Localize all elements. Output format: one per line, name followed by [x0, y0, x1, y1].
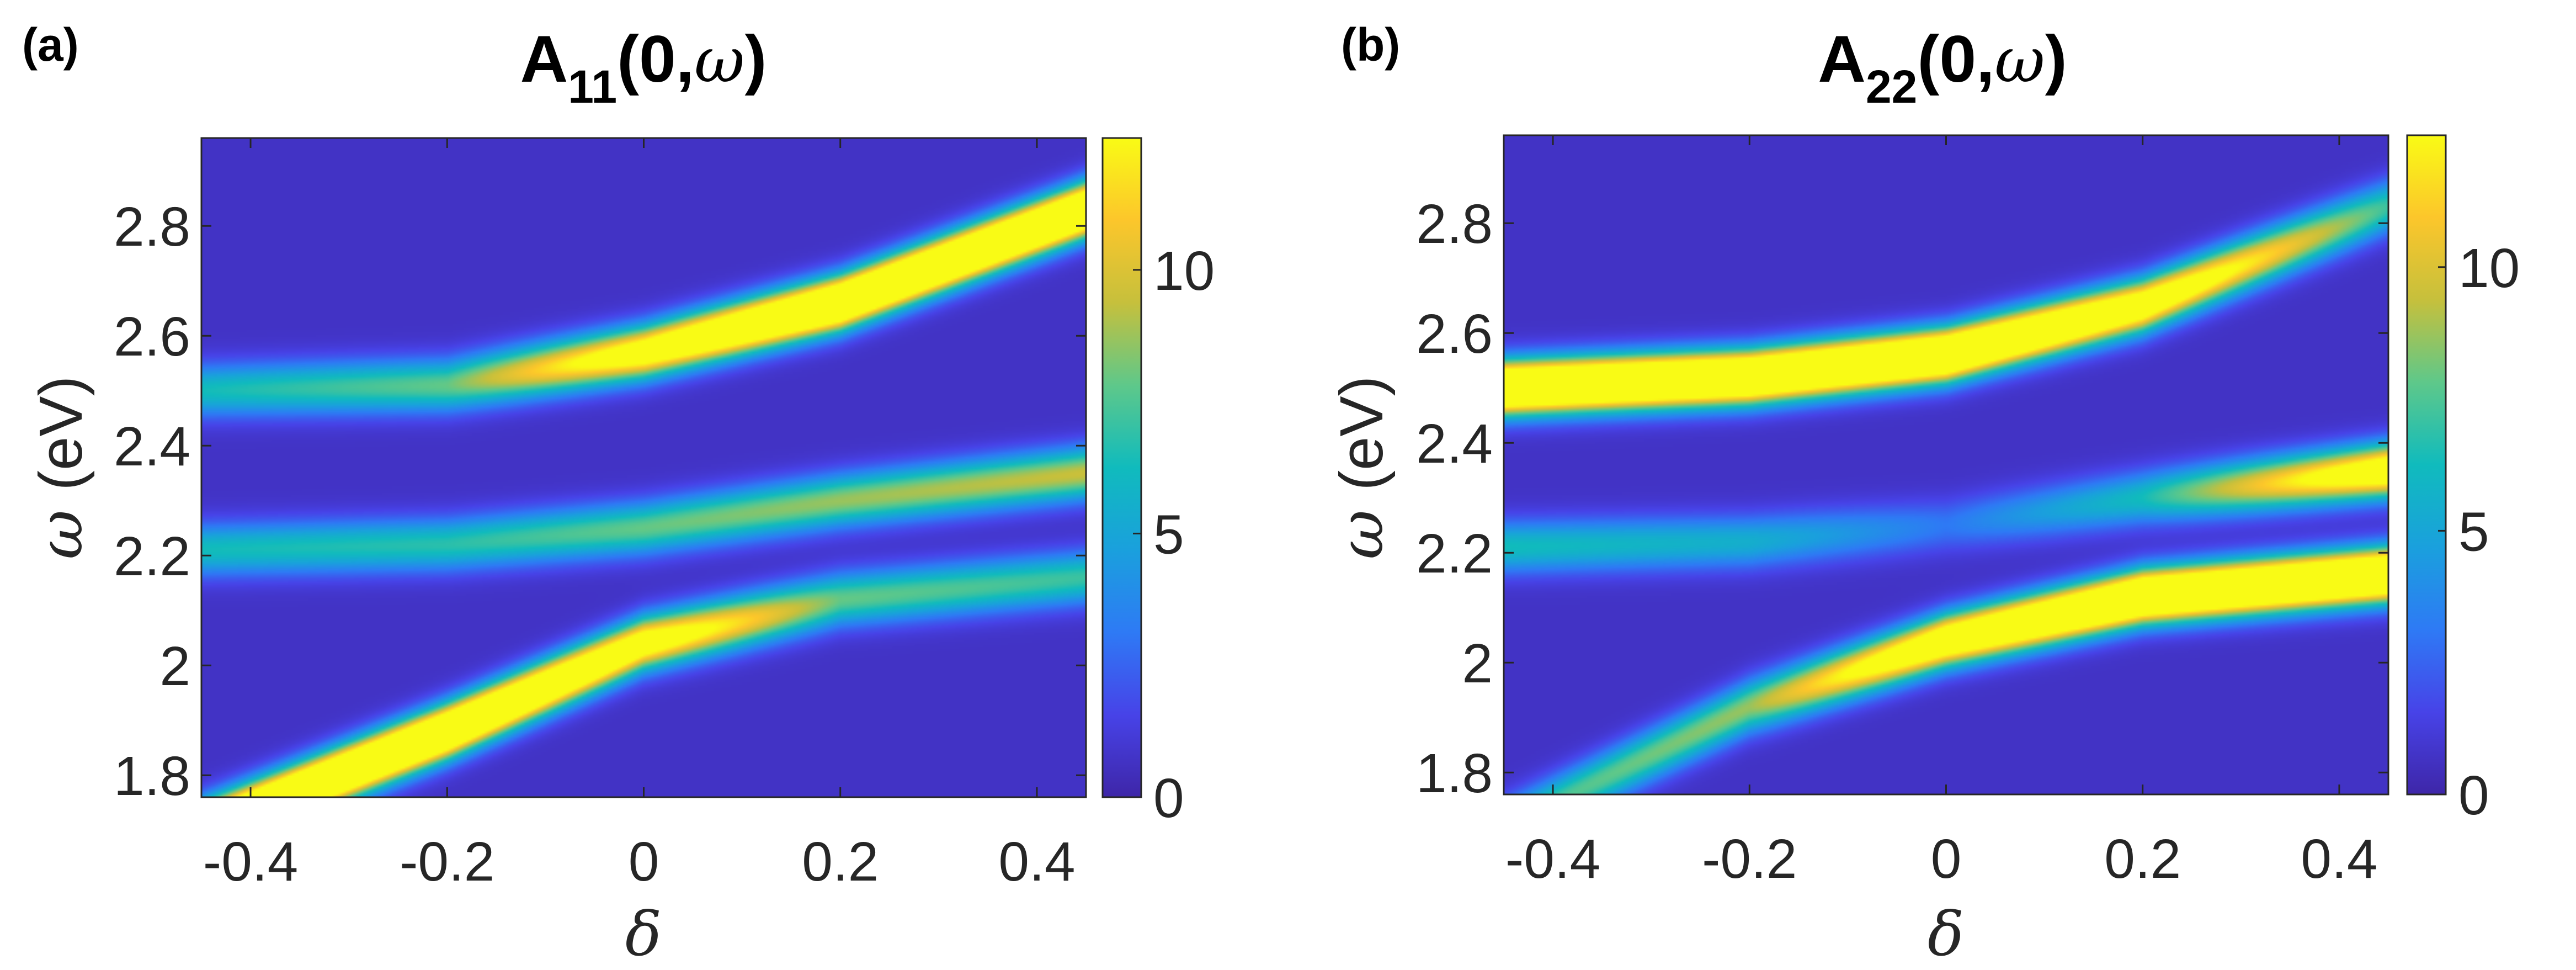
x-tick-label: -0.4	[203, 831, 298, 893]
y-tick-label: 2	[1462, 633, 1493, 695]
colorbar-a	[1101, 137, 1142, 798]
colorbar-tick-label: 0	[1153, 767, 1184, 829]
x-tick-label: -0.2	[400, 831, 494, 893]
y-tick-label: 2.4	[114, 416, 190, 478]
chart-title-a: A11(0,ω)	[520, 22, 767, 113]
heatmap-b	[1504, 135, 2388, 794]
colorbar-b	[2406, 134, 2447, 796]
y-tick-label: 2.2	[114, 526, 190, 587]
y-tick-label: 1.8	[1416, 743, 1493, 804]
x-tick-label: 0.2	[2104, 828, 2181, 890]
colorbar-tick-label: 10	[2458, 237, 2520, 299]
x-tick-label: 0	[1931, 828, 1962, 890]
x-tick-label: 0.2	[802, 831, 879, 893]
heatmap-image	[201, 138, 1086, 797]
y-tick-label: 2.8	[1416, 193, 1493, 255]
x-tick-label: 0.4	[998, 831, 1075, 893]
colorbar-ticks-a: 0 5 10	[1133, 240, 1215, 829]
colorbar-tick-label: 0	[2458, 765, 2489, 826]
panel-label-a: (a)	[22, 19, 79, 71]
y-tick-label: 2.6	[114, 306, 190, 368]
colorbar-tick-label: 5	[2458, 501, 2489, 563]
y-ticks-a: 1.8 2 2.2 2.4 2.6 2.8	[114, 196, 1086, 807]
y-ticks-b: 1.8 2 2.2 2.4 2.6 2.8	[1416, 193, 2388, 804]
y-tick-label: 1.8	[114, 745, 190, 807]
x-tick-label: -0.4	[1505, 828, 1600, 890]
x-tick-label: -0.2	[1702, 828, 1797, 890]
x-axis-label-a: δ	[625, 899, 662, 969]
y-tick-label: 2.8	[114, 196, 190, 258]
y-tick-label: 2.2	[1416, 523, 1493, 585]
panel-label-b: (b)	[1341, 19, 1400, 71]
x-ticks-a: -0.4 -0.2 0 0.2 0.4	[203, 138, 1075, 893]
x-ticks-b: -0.4 -0.2 0 0.2 0.4	[1505, 135, 2377, 890]
panel-a: (a) A11(0,ω) 1.822.22.42.62.8 -0.4 -0.2 0 0…	[22, 19, 1215, 969]
y-tick-label: 2	[159, 635, 190, 697]
x-tick-label: 0.4	[2301, 828, 2377, 890]
colorbar-ticks-b: 0 5 10	[2438, 237, 2520, 826]
y-tick-label: 2.6	[1416, 303, 1493, 365]
x-axis-label-b: δ	[1928, 899, 1964, 969]
chart-title-b: A22(0,ω)	[1818, 22, 2067, 113]
heatmap-image	[1504, 135, 2388, 794]
y-axis-label-a: ω (eV)	[25, 376, 96, 559]
heatmap-a	[201, 138, 1086, 797]
y-tick-label: 2.4	[1416, 413, 1493, 475]
x-tick-label: 0	[629, 831, 659, 893]
colorbar-tick-label: 10	[1153, 240, 1215, 302]
colorbar-tick-label: 5	[1153, 503, 1184, 565]
y-axis-label-b: ω (eV)	[1326, 376, 1397, 559]
panel-b: (b) A22(0,ω) 1.822.22.42.62.8 -0.4 -0.2 0 0…	[1326, 19, 2520, 969]
